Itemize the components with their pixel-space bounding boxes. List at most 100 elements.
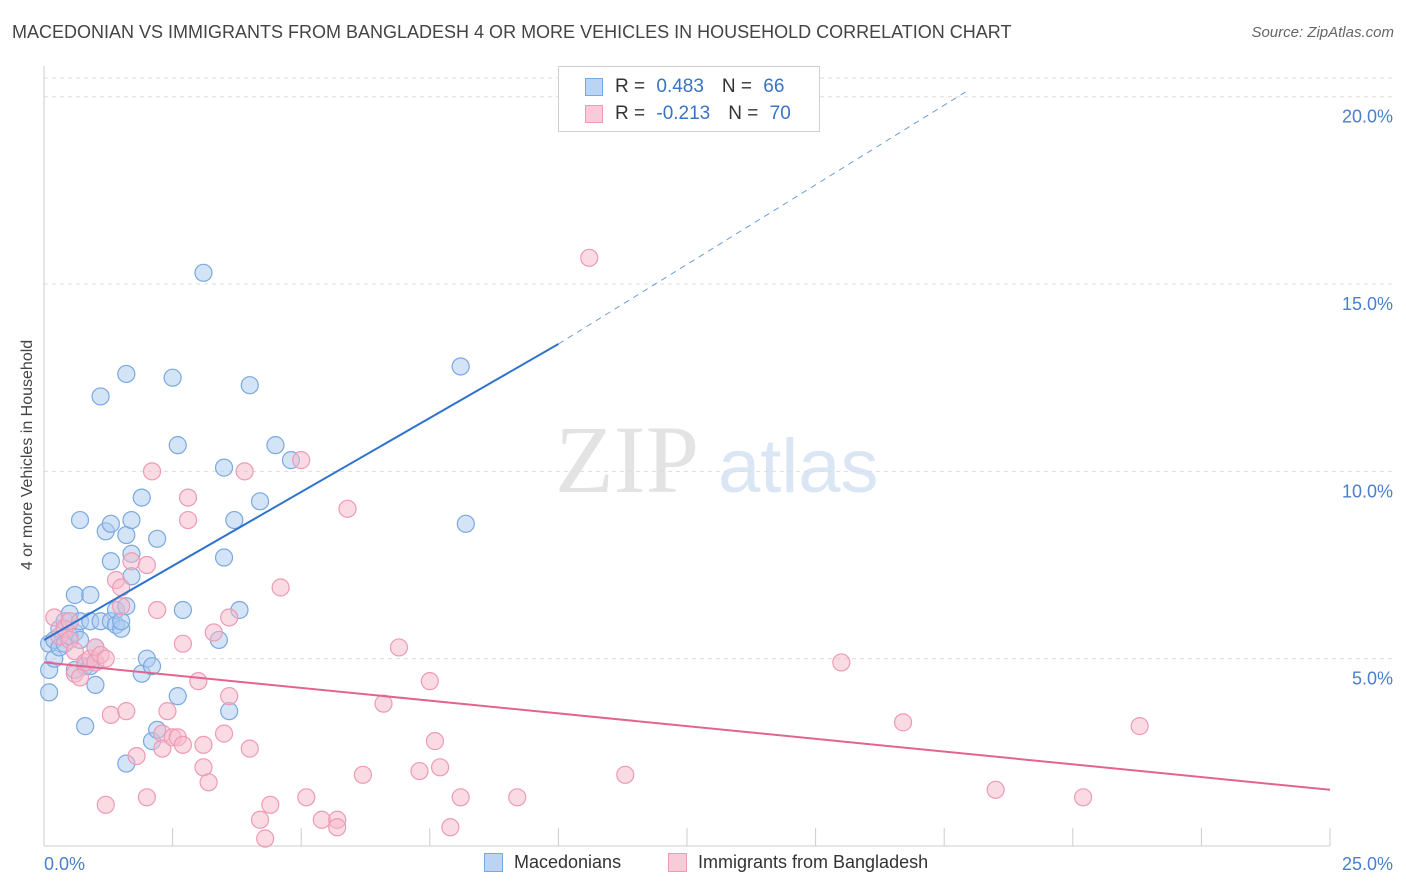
bangladesh-point <box>127 746 146 766</box>
macedonian-trend-extension <box>558 88 971 345</box>
bangladesh-point <box>96 795 115 814</box>
bangladesh-point <box>173 634 192 653</box>
bangladesh-point <box>1130 717 1149 736</box>
legend-n-label: N = <box>728 103 764 124</box>
data-points <box>40 248 1149 848</box>
legend-box: R = 0.483 N = 66 R = -0.213 N = 70 <box>558 66 820 132</box>
bangladesh-point <box>220 687 239 706</box>
x-tick-label-start: 0.0% <box>44 854 85 874</box>
tick-labels: 5.0% 10.0% 15.0% 20.0% 0.0% 25.0% <box>44 107 1393 874</box>
macedonian-point <box>70 510 90 530</box>
macedonian-point <box>81 585 100 605</box>
bangladesh-point <box>451 788 470 807</box>
bangladesh-point <box>893 713 913 732</box>
bangladesh-point <box>250 810 270 829</box>
bangladesh-point <box>199 773 218 792</box>
bottom-legend-bangladesh: Immigrants from Bangladesh <box>668 852 929 873</box>
legend-n-value: 70 <box>769 103 791 124</box>
bangladesh-point <box>178 488 198 507</box>
grid-lines <box>44 77 1394 660</box>
legend-n-label: N = <box>721 76 758 97</box>
bangladesh-point <box>328 818 347 837</box>
bangladesh-point <box>374 694 393 713</box>
bangladesh-point <box>189 672 208 691</box>
bangladesh-point <box>389 638 409 657</box>
legend-r-value: -0.213 <box>656 103 711 124</box>
macedonian-point <box>142 657 162 676</box>
legend-r-label: R = <box>615 103 651 124</box>
bangladesh-point <box>178 510 198 530</box>
macedonian-point <box>168 687 187 706</box>
y-tick-label: 10.0% <box>1342 481 1393 501</box>
macedonian-point <box>132 488 151 507</box>
bangladesh-point <box>261 795 280 814</box>
bangladesh-point <box>240 739 259 758</box>
source-label: Source: ZipAtlas.com <box>1251 24 1394 41</box>
x-tick-label-end: 25.0% <box>1342 854 1393 874</box>
bangladesh-point <box>271 578 290 597</box>
bangladesh-point <box>580 248 599 267</box>
legend-r-label: R = <box>615 76 651 97</box>
macedonian-point <box>122 510 141 530</box>
macedonian-point <box>194 263 213 282</box>
bangladesh-point <box>148 600 167 620</box>
bangladesh-point <box>158 702 177 721</box>
y-tick-label: 20.0% <box>1342 107 1393 127</box>
bangladesh-point <box>153 739 172 758</box>
bangladesh-point <box>441 818 460 837</box>
legend-row-macedonians: R = 0.483 N = 66 <box>583 76 784 98</box>
macedonian-point <box>86 675 105 695</box>
bangladesh-point <box>312 810 331 829</box>
bangladesh-point <box>297 788 316 807</box>
y-tick-label: 15.0% <box>1342 294 1393 314</box>
macedonian-point <box>214 548 234 567</box>
macedonian-point <box>91 387 110 406</box>
bangladesh-point <box>122 552 141 571</box>
macedonian-point <box>173 600 192 620</box>
watermark-atlas: atlas <box>718 424 879 509</box>
bottom-legend-swatch-pink <box>668 853 687 872</box>
bangladesh-point <box>137 555 156 575</box>
bangladesh-point <box>420 672 439 691</box>
bangladesh-point <box>137 788 156 807</box>
bangladesh-point <box>430 758 450 777</box>
bangladesh-point <box>1073 788 1093 807</box>
bangladesh-point <box>194 735 213 754</box>
axes <box>43 66 1331 847</box>
bangladesh-point <box>235 462 254 481</box>
macedonian-point <box>117 364 136 384</box>
bangladesh-point <box>117 702 136 721</box>
bottom-legend-label: Immigrants from Bangladesh <box>698 852 929 872</box>
bangladesh-point <box>173 735 192 754</box>
macedonian-point <box>148 529 167 548</box>
macedonian-point <box>163 368 182 387</box>
bangladesh-point <box>112 597 131 616</box>
macedonian-trend-line <box>43 343 559 641</box>
bangladesh-point <box>101 705 120 724</box>
bangladesh-point <box>96 649 115 668</box>
macedonian-point <box>266 436 285 455</box>
bangladesh-point <box>425 732 445 751</box>
legend-n-value: 66 <box>763 76 785 97</box>
macedonian-point <box>214 458 234 477</box>
bangladesh-point <box>410 761 429 781</box>
chart-title: MACEDONIAN VS IMMIGRANTS FROM BANGLADESH… <box>12 22 1012 42</box>
y-tick-label: 5.0% <box>1352 669 1393 689</box>
bangladesh-point <box>204 623 223 642</box>
bangladesh-point <box>616 765 635 784</box>
macedonian-point <box>250 492 270 511</box>
trend-lines <box>43 88 1331 791</box>
bangladesh-point <box>214 724 234 743</box>
bangladesh-point <box>508 788 527 807</box>
bangladesh-point <box>256 829 275 848</box>
bangladesh-point <box>65 642 84 661</box>
macedonian-point <box>40 683 59 702</box>
bottom-legend-macedonians: Macedonians <box>484 852 622 873</box>
bottom-legend-swatch-blue <box>484 853 503 872</box>
bangladesh-point <box>353 765 373 784</box>
macedonian-point <box>76 717 95 736</box>
macedonian-point <box>168 436 187 455</box>
bangladesh-point <box>338 499 357 518</box>
bottom-legend-label: Macedonians <box>514 852 622 872</box>
